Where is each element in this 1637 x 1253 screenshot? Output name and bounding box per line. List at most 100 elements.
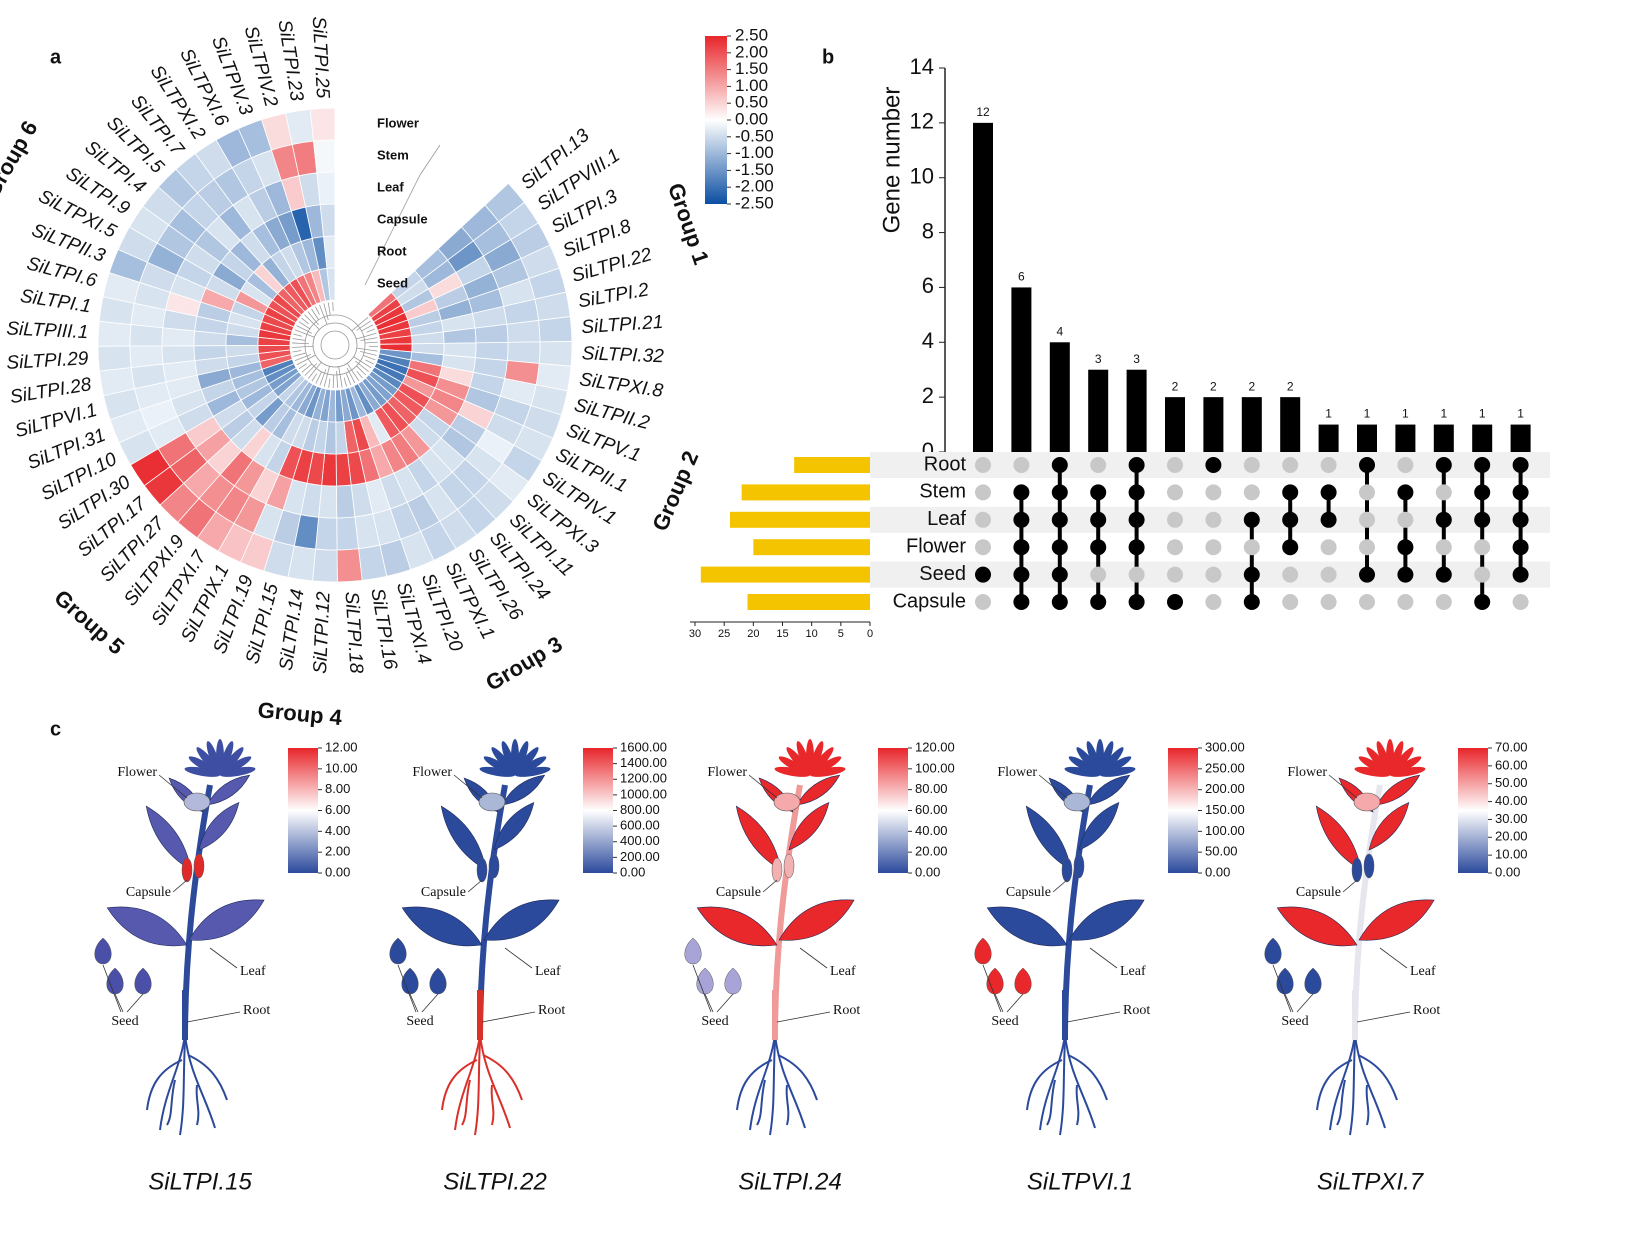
- y-tick-label: 8: [922, 218, 934, 243]
- matrix-dot: [1474, 539, 1491, 556]
- gene-label: SiLTPI.1: [19, 286, 93, 318]
- bar: [1011, 287, 1032, 452]
- matrix-dot: [1167, 594, 1183, 610]
- colorbar-label: -1.50: [735, 160, 774, 179]
- leader-line: [126, 993, 144, 1013]
- matrix-dot: [1359, 484, 1375, 501]
- matrix-dot: [1397, 566, 1414, 583]
- heatmap-cell: [309, 107, 336, 142]
- colorbar: [878, 748, 908, 873]
- colorbar-label: 120.00: [915, 739, 955, 754]
- matrix-dot: [1512, 484, 1529, 501]
- tree-branch: [296, 325, 312, 334]
- colorbar-label: 50.00: [1205, 844, 1238, 859]
- matrix-dot: [1282, 594, 1299, 610]
- matrix-dot: [1013, 511, 1030, 528]
- gene-label: SiLTPI.16: [366, 587, 400, 672]
- panel-label: c: [50, 718, 61, 740]
- set-size-bar: [747, 594, 870, 610]
- tree-branch: [356, 365, 367, 376]
- organ-label: Seed: [991, 1014, 1018, 1029]
- leaf: [735, 805, 782, 871]
- tree-branch: [307, 361, 322, 379]
- leaf: [1068, 899, 1145, 941]
- matrix-dot: [1474, 484, 1491, 501]
- leaf: [206, 774, 251, 806]
- matrix-dot: [1167, 457, 1183, 473]
- tree-branch: [356, 332, 377, 340]
- tree-branch: [346, 363, 360, 382]
- y-tick-label: 10: [910, 164, 934, 189]
- root: [179, 1039, 186, 1136]
- leader-line: [704, 993, 714, 1013]
- colorbar-label: 0.00: [735, 109, 768, 128]
- matrix-dot: [1512, 511, 1529, 528]
- colorbar-label: 100.00: [1205, 823, 1245, 838]
- tree-branch: [346, 367, 356, 384]
- root: [482, 1054, 523, 1101]
- matrix-dot: [1013, 539, 1030, 556]
- matrix-dot: [1205, 566, 1222, 583]
- group-label: Group 5: [49, 585, 129, 660]
- set-label: Stem: [919, 481, 966, 503]
- bar: [1318, 424, 1339, 452]
- matrix-dot: [1128, 539, 1145, 556]
- root: [146, 1059, 183, 1111]
- matrix-dot: [1013, 484, 1030, 501]
- matrix-dot: [1320, 511, 1337, 528]
- organ-label: Leaf: [535, 964, 561, 979]
- flower-petal: [1389, 766, 1426, 777]
- tree-branch: [301, 317, 309, 324]
- matrix-dot: [1474, 457, 1491, 473]
- leader-line: [1284, 993, 1294, 1013]
- colorbar-label: 8.00: [325, 781, 350, 796]
- tree-branch: [293, 352, 307, 357]
- set-size-bar: [700, 566, 870, 583]
- matrix-dot: [975, 484, 991, 501]
- colorbar-label: 50.00: [1495, 775, 1528, 790]
- heatmap-cell: [315, 516, 338, 551]
- leaf: [696, 906, 778, 947]
- matrix-dot: [1282, 457, 1299, 473]
- seed: [1264, 937, 1282, 965]
- bar-value-label: 3: [1095, 352, 1102, 366]
- heatmap-cell: [336, 516, 359, 551]
- gene-label: SiLTPI.14: [276, 588, 309, 672]
- colorbar: [1458, 748, 1488, 873]
- leaf: [1358, 899, 1435, 941]
- tree-branch: [328, 378, 331, 388]
- leader-line: [716, 993, 734, 1013]
- bar: [1472, 424, 1493, 452]
- colorbar-label: -2.00: [735, 177, 774, 196]
- matrix-dot: [1128, 594, 1145, 610]
- plant: Flower Capsule Leaf Seed Root 70.00 60.00 50.00…: [1264, 739, 1528, 1195]
- heatmap-cell: [316, 171, 336, 206]
- matrix-dot: [1243, 457, 1260, 473]
- leader-line: [504, 947, 533, 969]
- stem: [182, 784, 213, 1041]
- panel-label: a: [50, 46, 62, 68]
- tree-branch: [365, 359, 374, 365]
- root: [1349, 1039, 1356, 1136]
- matrix-dot: [1512, 539, 1529, 556]
- colorbar-label: 40.00: [915, 823, 948, 838]
- root: [774, 1034, 806, 1129]
- root: [454, 1034, 481, 1131]
- matrix-dot: [1282, 566, 1299, 583]
- set-label: Seed: [919, 563, 966, 585]
- stem: [1352, 784, 1383, 1041]
- tree-branch: [301, 363, 313, 373]
- colorbar-label: 300.00: [1205, 739, 1245, 754]
- tree-arc: [304, 314, 366, 376]
- organ-label: Leaf: [240, 964, 266, 979]
- bar: [1088, 369, 1109, 452]
- organ-label: Root: [243, 1003, 270, 1018]
- organ-label: Seed: [406, 1014, 433, 1029]
- matrix-dot: [1013, 566, 1030, 583]
- root: [159, 1034, 186, 1131]
- gene-label: SiLTPI.18: [340, 591, 366, 675]
- seed: [974, 937, 992, 965]
- leaf: [1315, 805, 1362, 871]
- heatmap-cell: [129, 345, 164, 368]
- matrix-dot: [1320, 566, 1337, 583]
